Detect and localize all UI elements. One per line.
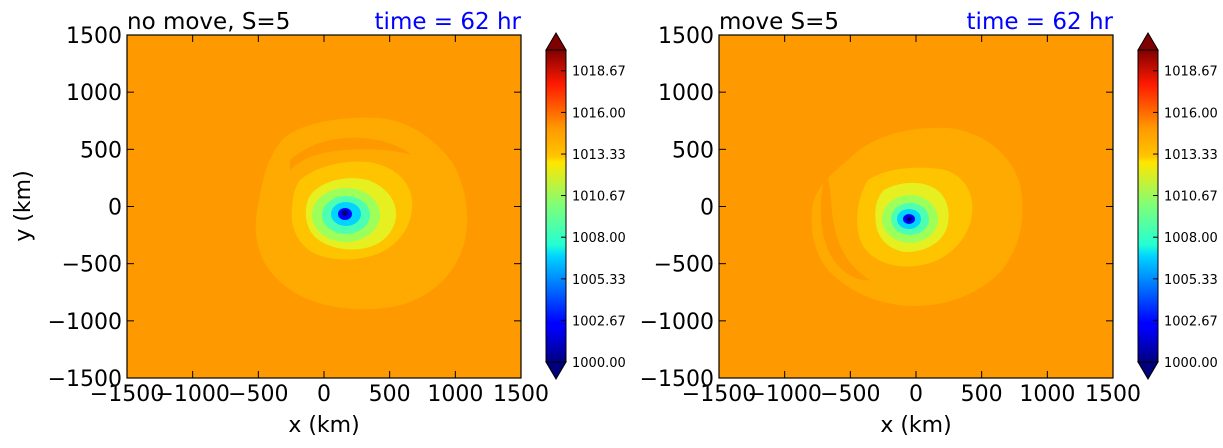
x-tick-label: 0 [317, 382, 331, 407]
contour-ring-inner-gap [290, 137, 412, 170]
x-tick-label: −1500 [682, 382, 756, 407]
x-axis-label: x (km) [288, 413, 359, 438]
x-tick-label: 1500 [1085, 382, 1141, 407]
colorbar-frame [1137, 49, 1159, 363]
colorbar-tick-label: 1010.67 [572, 190, 626, 205]
contour-level-1001 [906, 216, 912, 222]
colorbar-extend-max [545, 32, 567, 51]
contour-ring-spiral-gap [820, 172, 870, 281]
colorbar-extend-min [1137, 361, 1159, 380]
y-tick-label: 1000 [658, 81, 714, 106]
contour-field [127, 35, 521, 378]
x-tick-label: 1000 [427, 382, 483, 407]
colorbar-tick-label: 1016.00 [1164, 106, 1218, 121]
panel-move: move S=5 time = 62 hr −1500−1000−500 0 500… [640, 9, 1218, 438]
colorbar-extend-max [1137, 32, 1159, 51]
panel-title-left: move S=5 [719, 9, 839, 35]
colorbar-tick-label: 1008.00 [1164, 231, 1218, 246]
y-tick-label: 500 [672, 138, 714, 163]
x-tick-label: −500 [820, 382, 880, 407]
colorbar-extend-min [545, 361, 567, 380]
x-tick-label: 500 [369, 382, 411, 407]
colorbar-tick-label: 1000.00 [1164, 356, 1218, 371]
x-tick-label: −1000 [747, 382, 821, 407]
y-tick-label: −1500 [48, 367, 122, 392]
y-tick-label: 1000 [66, 81, 122, 106]
y-tick-label: 1500 [66, 24, 122, 49]
x-tick-label: −1000 [155, 382, 229, 407]
colorbar-tick-label: 1005.33 [572, 273, 626, 288]
colorbar: 1000.00 1002.67 1005.33 1008.00 1010.67 1013.… [545, 32, 626, 380]
x-tick-label: −1500 [90, 382, 164, 407]
colorbar-tick-label: 1008.00 [572, 231, 626, 246]
panel-title-right: time = 62 hr [967, 9, 1114, 35]
panel-title-right: time = 62 hr [375, 9, 522, 35]
colorbar-tick-label: 1002.67 [572, 314, 626, 329]
x-tick-label: 1000 [1019, 382, 1075, 407]
y-tick-label: 1500 [658, 24, 714, 49]
colorbar-tick-label: 1005.33 [1164, 273, 1218, 288]
colorbar-tick-label: 1013.33 [572, 148, 626, 163]
x-tick-label: 1500 [493, 382, 549, 407]
axes: −1500−1000−500 0 500 1000 1500−1500−1000−500… [640, 24, 1141, 407]
x-tick-label: −500 [228, 382, 288, 407]
colorbar-gradient [546, 50, 566, 362]
colorbar-tick-label: 1016.00 [572, 106, 626, 121]
y-tick-label: −500 [62, 253, 122, 278]
y-tick-label: −500 [654, 253, 714, 278]
colorbar-tick-label: 1010.67 [1164, 190, 1218, 205]
colorbar-frame [545, 49, 567, 363]
colorbar-tick-label: 1018.67 [572, 65, 626, 80]
panel-title-left: no move, S=5 [127, 9, 290, 35]
y-tick-label: −1500 [640, 367, 714, 392]
axes: −1500−1000−500 0 500 1000 1500−1500−1000−500… [48, 24, 549, 407]
x-axis-label: x (km) [880, 413, 951, 438]
contour-level-1001 [342, 210, 348, 216]
y-tick-label: −1000 [640, 310, 714, 335]
x-tick-label: 500 [961, 382, 1003, 407]
y-tick-label: 500 [80, 138, 122, 163]
contour-field [719, 35, 1113, 378]
colorbar-tick-label: 1013.33 [1164, 148, 1218, 163]
y-tick-label: −1000 [48, 310, 122, 335]
colorbar: 1000.00 1002.67 1005.33 1008.00 1010.67 1013.… [1137, 32, 1218, 380]
colorbar-gradient [1138, 50, 1158, 362]
colorbar-tick-label: 1000.00 [572, 356, 626, 371]
y-tick-label: 0 [700, 196, 714, 221]
y-axis-label: y (km) [11, 170, 36, 241]
panel-no-move: no move, S=5 time = 62 hr −1500−1000−500… [11, 9, 626, 438]
colorbar-tick-label: 1018.67 [1164, 65, 1218, 80]
y-tick-label: 0 [108, 196, 122, 221]
x-tick-label: 0 [909, 382, 923, 407]
colorbar-tick-label: 1002.67 [1164, 314, 1218, 329]
